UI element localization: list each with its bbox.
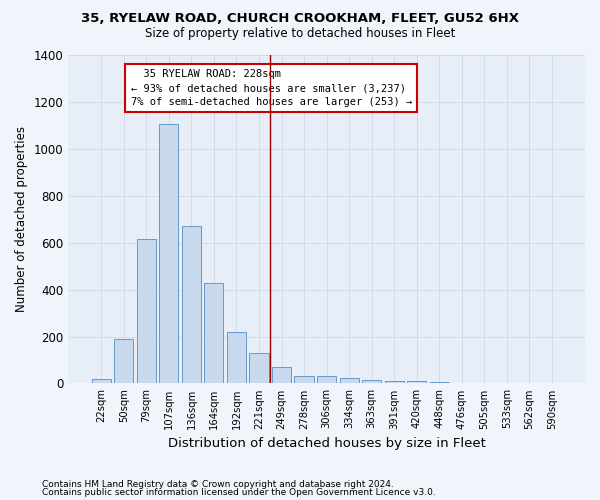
Bar [362,380,381,384]
Bar [137,239,156,384]
Bar [114,339,133,384]
Bar [317,376,336,384]
Text: Size of property relative to detached houses in Fleet: Size of property relative to detached ho… [145,28,455,40]
Bar [407,381,426,384]
Bar [385,381,404,384]
Bar [272,367,291,384]
Text: 35, RYELAW ROAD, CHURCH CROOKHAM, FLEET, GU52 6HX: 35, RYELAW ROAD, CHURCH CROOKHAM, FLEET,… [81,12,519,26]
Bar [430,382,449,384]
X-axis label: Distribution of detached houses by size in Fleet: Distribution of detached houses by size … [167,437,485,450]
Bar [227,332,246,384]
Bar [159,124,178,384]
Bar [340,378,359,384]
Text: 35 RYELAW ROAD: 228sqm  
← 93% of detached houses are smaller (3,237)
7% of semi: 35 RYELAW ROAD: 228sqm ← 93% of detached… [131,69,412,107]
Bar [452,382,472,384]
Bar [182,226,201,384]
Text: Contains HM Land Registry data © Crown copyright and database right 2024.: Contains HM Land Registry data © Crown c… [42,480,394,489]
Bar [295,376,314,384]
Text: Contains public sector information licensed under the Open Government Licence v3: Contains public sector information licen… [42,488,436,497]
Bar [205,282,223,384]
Bar [92,378,111,384]
Bar [250,353,269,384]
Y-axis label: Number of detached properties: Number of detached properties [15,126,28,312]
